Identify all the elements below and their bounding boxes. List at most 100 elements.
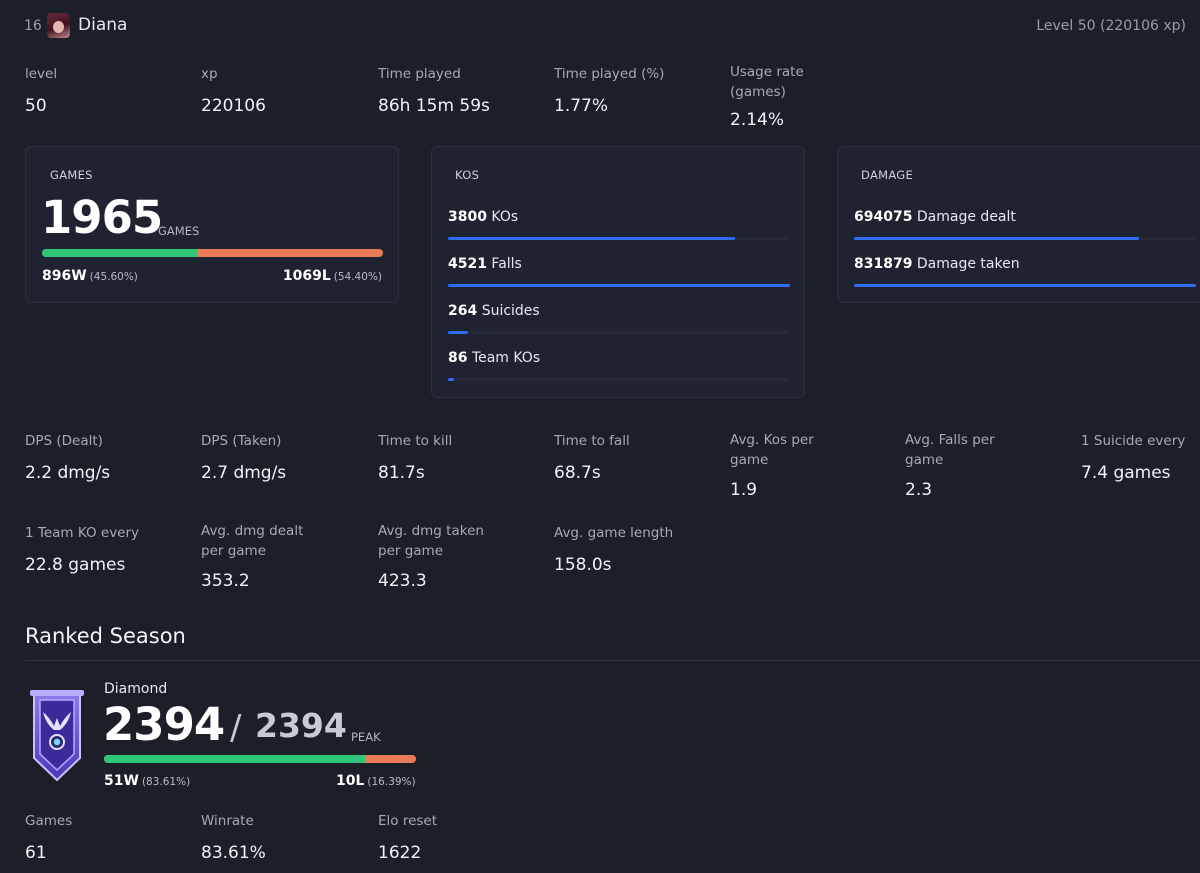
team-kos-value: 86 xyxy=(448,350,468,366)
damage-taken-bar-fill xyxy=(854,284,1196,287)
kos-bar-fill xyxy=(448,237,736,240)
stat-value: 7.4 games xyxy=(1081,463,1171,483)
stat-value: 81.7s xyxy=(378,463,425,483)
games-win-fill xyxy=(42,249,198,257)
games-card-title: GAMES xyxy=(50,168,93,182)
stat-label: Avg. dmg taken per game xyxy=(378,523,484,559)
damage-taken-label: Damage taken xyxy=(916,256,1020,272)
stat-value: 423.3 xyxy=(378,571,427,591)
team-kos-label: Team KOs xyxy=(471,350,541,366)
falls-value: 4521 xyxy=(448,256,487,272)
ranked-peak-label: PEAK xyxy=(351,730,381,744)
stat-label: Time played xyxy=(378,66,461,82)
stat-value: 2.7 dmg/s xyxy=(201,463,287,483)
team-kos-row-label: 86 Team KOs xyxy=(448,350,540,366)
stat-value: 1622 xyxy=(378,843,422,863)
kos-bar xyxy=(448,237,790,240)
suicides-label: Suicides xyxy=(481,303,540,319)
falls-label: Falls xyxy=(491,256,522,272)
stat-label: Avg. dmg dealt per game xyxy=(201,523,304,559)
stat-value: 50 xyxy=(25,96,47,116)
legend-avatar xyxy=(47,13,70,38)
kos-row-label: 3800 KOs xyxy=(448,209,518,225)
stat-value: 353.2 xyxy=(201,571,250,591)
ranked-losses: 10L (16.39%) xyxy=(336,773,416,789)
stat-value: 220106 xyxy=(201,96,266,116)
ranked-losses-pct: (16.39%) xyxy=(367,776,416,788)
stat-value: 158.0s xyxy=(554,555,612,575)
stat-label: 1 Team KO every xyxy=(25,525,140,541)
stat-value: 1.9 xyxy=(730,480,758,500)
ranked-separator: / xyxy=(230,708,242,748)
falls-row-label: 4521 Falls xyxy=(448,256,522,272)
kos-card: KOS 3800 KOs 4521 Falls 264 Suicides 86 … xyxy=(431,146,805,398)
ranked-win-fill xyxy=(104,755,365,763)
stat-value: 61 xyxy=(25,843,47,863)
stat-suicide-every: 1 Suicide every 7.4 games xyxy=(1081,431,1199,483)
ranked-section-title: Ranked Season xyxy=(25,624,186,648)
damage-taken-bar xyxy=(854,284,1196,287)
stat-value: 2.14% xyxy=(730,110,785,130)
stat-label: 1 Suicide every xyxy=(1081,433,1186,449)
stat-label: Winrate xyxy=(201,813,254,829)
stat-label: Avg. Kos per game xyxy=(730,432,814,468)
team-kos-bar xyxy=(448,378,790,381)
stat-dps-taken: DPS (Taken) 2.7 dmg/s xyxy=(201,431,351,483)
stat-value: 2.3 xyxy=(905,480,933,500)
stat-time-played-pct: Time played (%) 1.77% xyxy=(554,64,704,116)
stat-ranked-winrate: Winrate 83.61% xyxy=(201,811,351,863)
games-unit: GAMES xyxy=(158,224,200,238)
ranked-peak: 2394 xyxy=(255,706,347,745)
suicides-row-label: 264 Suicides xyxy=(448,303,540,319)
stat-value: 1.77% xyxy=(554,96,609,116)
games-losses: 1069L (54.40%) xyxy=(283,268,382,284)
ranked-losses-count: 10L xyxy=(336,773,365,789)
damage-card: DAMAGE 694075 Damage dealt 831879 Damage… xyxy=(837,146,1200,303)
damage-dealt-row-label: 694075 Damage dealt xyxy=(854,209,1016,225)
stat-label: Usage rate (games) xyxy=(730,64,804,100)
stat-value: 2.2 dmg/s xyxy=(25,463,111,483)
games-losses-count: 1069L xyxy=(282,268,331,284)
stat-value: 86h 15m 59s xyxy=(378,96,490,116)
stat-label: DPS (Taken) xyxy=(201,433,282,449)
stat-value: 22.8 games xyxy=(25,555,126,575)
legend-level: Level 50 (220106 xp) xyxy=(1036,18,1186,34)
damage-dealt-bar-fill xyxy=(854,237,1140,240)
section-divider xyxy=(25,660,1200,661)
stat-time-to-kill: Time to kill 81.7s xyxy=(378,431,528,483)
stat-avg-dmg-dealt: Avg. dmg dealt per game 353.2 xyxy=(201,521,321,591)
games-card: GAMES 1965 GAMES 896W (45.60%) 1069L (54.4… xyxy=(25,146,399,303)
damage-dealt-label: Damage dealt xyxy=(916,209,1016,225)
stat-ranked-games: Games 61 xyxy=(25,811,175,863)
kos-card-title: KOS xyxy=(455,168,480,182)
stat-dps-dealt: DPS (Dealt) 2.2 dmg/s xyxy=(25,431,175,483)
games-wins-pct: (45.60%) xyxy=(89,271,138,283)
games-wins-count: 896W xyxy=(42,268,87,284)
games-total: 1965 xyxy=(41,191,163,244)
stat-label: Elo reset xyxy=(378,813,438,829)
diamond-rank-icon xyxy=(28,688,86,784)
suicides-value: 264 xyxy=(448,303,478,319)
damage-dealt-bar xyxy=(854,237,1196,240)
stat-level: level 50 xyxy=(25,64,175,116)
damage-taken-row-label: 831879 Damage taken xyxy=(854,256,1020,272)
stat-label: Avg. Falls per game xyxy=(905,432,995,468)
stat-avg-falls: Avg. Falls per game 2.3 xyxy=(905,430,1005,500)
ranked-winloss-bar xyxy=(104,755,416,763)
stat-label: xp xyxy=(201,66,218,82)
damage-dealt-value: 694075 xyxy=(854,209,913,225)
stat-label: Time to kill xyxy=(378,433,453,449)
stat-elo-reset: Elo reset 1622 xyxy=(378,811,528,863)
stat-value: 68.7s xyxy=(554,463,601,483)
stat-xp: xp 220106 xyxy=(201,64,351,116)
ranked-wins: 51W (83.61%) xyxy=(104,773,190,789)
stat-team-ko-every: 1 Team KO every 22.8 games xyxy=(25,523,175,575)
legend-name[interactable]: Diana xyxy=(78,15,128,35)
stat-avg-game-length: Avg. game length 158.0s xyxy=(554,523,704,575)
suicides-bar xyxy=(448,331,790,334)
stat-label: Avg. game length xyxy=(554,525,674,541)
stat-time-to-fall: Time to fall 68.7s xyxy=(554,431,704,483)
stat-label: Time to fall xyxy=(554,433,630,449)
falls-bar xyxy=(448,284,790,287)
ranked-tier: Diamond xyxy=(104,681,168,697)
